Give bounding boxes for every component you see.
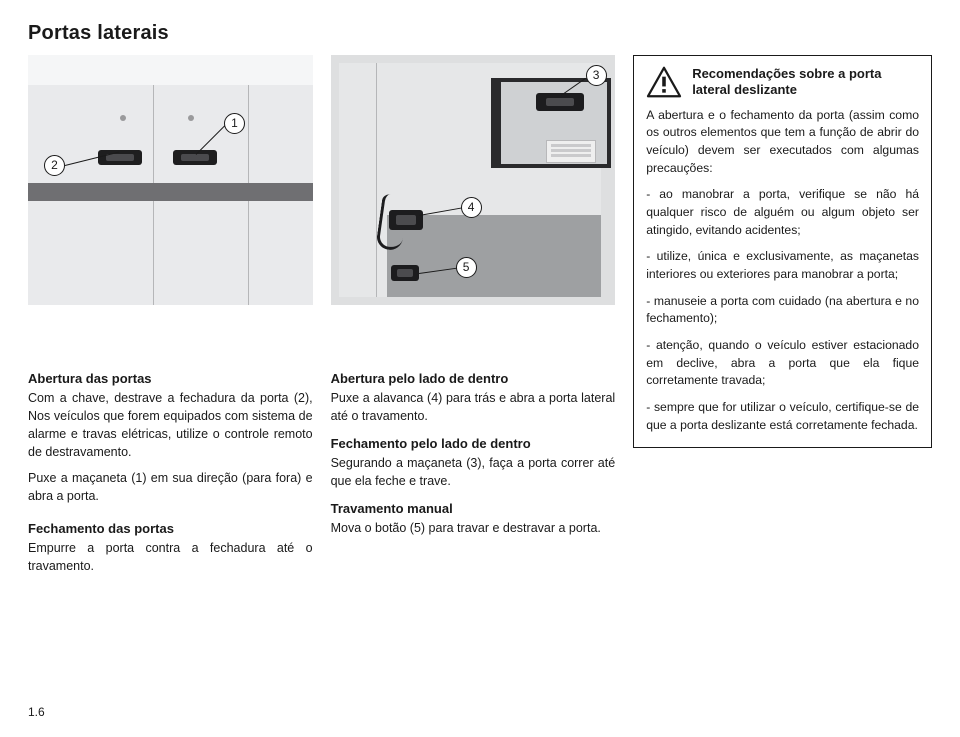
fig2-seam	[376, 63, 377, 297]
warning-box: Recomendações sobre a porta lateral desl…	[633, 55, 932, 448]
warning-triangle-icon	[646, 66, 682, 98]
figure-1: 1 2	[28, 55, 313, 305]
warn-p4: - manuseie a porta com cuidado (na abert…	[646, 293, 919, 328]
fig2-handle-3	[536, 93, 584, 111]
callout-2: 2	[44, 155, 65, 176]
warn-p1: A abertura e o fechamento da porta (assi…	[646, 107, 919, 178]
page-title: Portas laterais	[28, 22, 932, 45]
col1-heading-close: Fechamento das portas	[28, 520, 313, 538]
page-number: 1.6	[28, 705, 45, 719]
callout-5: 5	[456, 257, 477, 278]
col2-p3: Mova o botão (5) para travar e destravar…	[331, 520, 616, 538]
fig2-plate-4	[389, 210, 423, 230]
callout-3: 3	[586, 65, 607, 86]
fig1-bolt	[120, 115, 126, 121]
callout-1: 1	[224, 113, 245, 134]
content-columns: 1 2 Abertura das portas Com a chave, des…	[28, 55, 932, 585]
column-2: 3 4 5 Abertura pelo lado de dentro Puxe …	[331, 55, 616, 585]
callout-4: 4	[461, 197, 482, 218]
col2-p1: Puxe a alavanca (4) para trás e abra a p…	[331, 390, 616, 426]
col2-heading-close-inside: Fechamento pelo lado de dentro	[331, 435, 616, 453]
warn-p2: - ao manobrar a porta, verifique se não …	[646, 186, 919, 239]
fig1-handle	[173, 150, 217, 165]
col1-heading-open: Abertura das portas	[28, 370, 313, 388]
column-1: 1 2 Abertura das portas Com a chave, des…	[28, 55, 313, 585]
fig1-handle-lock	[98, 150, 142, 165]
warn-p5: - atenção, quando o veículo estiver esta…	[646, 337, 919, 390]
figure-2: 3 4 5	[331, 55, 616, 305]
fig1-molding	[28, 183, 313, 201]
warn-p3: - utilize, única e exclusivamente, as ma…	[646, 248, 919, 283]
warning-title: Recomendações sobre a porta lateral desl…	[692, 66, 919, 99]
col1-p2: Puxe a maçaneta (1) em sua direção (para…	[28, 470, 313, 506]
warning-header: Recomendações sobre a porta lateral desl…	[646, 66, 919, 99]
col1-p3: Empurre a porta contra a fechadura até o…	[28, 540, 313, 576]
warn-p6: - sempre que for utilizar o veículo, cer…	[646, 399, 919, 434]
fig2-label	[546, 140, 596, 163]
col2-heading-open-inside: Abertura pelo lado de dentro	[331, 370, 616, 388]
fig1-bolt	[188, 115, 194, 121]
col2-heading-manual-lock: Travamento manual	[331, 500, 616, 518]
col2-p2: Segurando a maçaneta (3), faça a porta c…	[331, 455, 616, 491]
column-3: Recomendações sobre a porta lateral desl…	[633, 55, 932, 585]
fig2-button-5	[391, 265, 419, 281]
col1-p1: Com a chave, destrave a fechadura da por…	[28, 390, 313, 461]
